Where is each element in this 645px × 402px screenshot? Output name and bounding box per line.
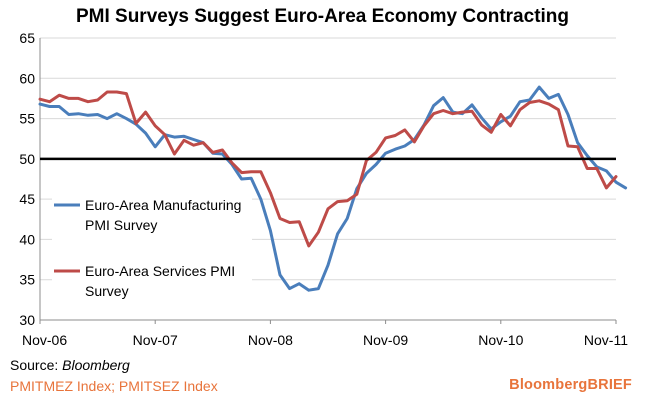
services-pmi-line — [38, 90, 618, 248]
x-tick-labels: Nov-06 Nov-07 Nov-08 Nov-09 Nov-10 Nov-11 — [22, 332, 628, 348]
y-tick-label: 30 — [19, 312, 35, 328]
legend-label: Survey — [85, 283, 129, 299]
ticker-note: PMITMEZ Index; PMITSEZ Index — [10, 378, 218, 394]
x-tick-label: Nov-08 — [248, 332, 293, 348]
legend: Euro-Area Manufacturing PMI Survey Euro-Ar… — [52, 197, 252, 306]
series-lines — [38, 85, 628, 292]
y-tick-labels: 30 35 40 45 50 55 60 65 — [19, 30, 35, 328]
source-name: Bloomberg — [62, 357, 130, 373]
source-label: Source: — [10, 357, 63, 373]
x-tick-label: Nov-10 — [478, 332, 523, 348]
y-tick-label: 35 — [19, 272, 35, 288]
x-tick-label: Nov-06 — [22, 332, 67, 348]
y-tick-label: 45 — [19, 191, 35, 207]
legend-label: PMI Survey — [85, 217, 157, 233]
x-tick-label: Nov-09 — [363, 332, 408, 348]
manufacturing-pmi-line — [38, 85, 628, 292]
chart-title: PMI Surveys Suggest Euro-Area Economy Co… — [75, 6, 570, 27]
legend-background — [52, 198, 252, 240]
y-tick-label: 65 — [19, 30, 35, 46]
x-tick-label: Nov-11 — [584, 332, 628, 348]
y-tick-label: 60 — [19, 70, 35, 86]
legend-background — [52, 264, 252, 306]
source-note: Source: Bloomberg — [10, 357, 130, 373]
y-tick-label: 55 — [19, 111, 35, 127]
axes — [39, 38, 617, 324]
y-tick-label: 50 — [19, 151, 35, 167]
y-tick-label: 40 — [19, 231, 35, 247]
legend-label: Euro-Area Manufacturing — [85, 197, 241, 213]
x-tick-label: Nov-07 — [133, 332, 178, 348]
brand-logo-text: BloombergBRIEF — [509, 377, 632, 393]
legend-label: Euro-Area Services PMI — [85, 263, 235, 279]
